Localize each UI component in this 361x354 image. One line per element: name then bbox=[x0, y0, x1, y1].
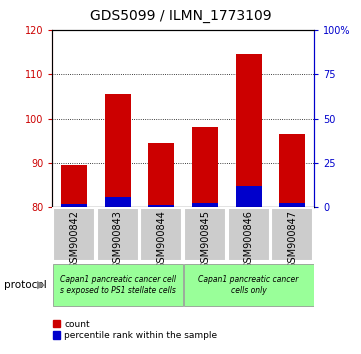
Bar bbox=[148, 205, 174, 207]
Bar bbox=[236, 55, 262, 207]
Text: GSM900842: GSM900842 bbox=[69, 210, 79, 269]
FancyBboxPatch shape bbox=[184, 264, 314, 306]
Text: GSM900846: GSM900846 bbox=[244, 210, 254, 269]
Text: GDS5099 / ILMN_1773109: GDS5099 / ILMN_1773109 bbox=[90, 9, 271, 23]
Text: ▶: ▶ bbox=[37, 280, 46, 290]
Text: GSM900843: GSM900843 bbox=[113, 210, 123, 269]
FancyBboxPatch shape bbox=[271, 208, 313, 261]
Bar bbox=[105, 94, 131, 207]
Text: GSM900845: GSM900845 bbox=[200, 210, 210, 269]
Text: GSM900844: GSM900844 bbox=[156, 210, 166, 269]
Bar bbox=[148, 143, 174, 207]
Bar bbox=[236, 186, 262, 207]
Bar bbox=[279, 134, 305, 207]
Bar bbox=[192, 127, 218, 207]
Bar bbox=[61, 205, 87, 207]
FancyBboxPatch shape bbox=[53, 264, 183, 306]
Bar bbox=[61, 165, 87, 207]
Text: protocol: protocol bbox=[4, 280, 46, 290]
FancyBboxPatch shape bbox=[140, 208, 182, 261]
FancyBboxPatch shape bbox=[228, 208, 270, 261]
FancyBboxPatch shape bbox=[184, 208, 226, 261]
Text: Capan1 pancreatic cancer
cells only: Capan1 pancreatic cancer cells only bbox=[199, 275, 299, 295]
Bar bbox=[105, 198, 131, 207]
Text: Capan1 pancreatic cancer cell
s exposed to PS1 stellate cells: Capan1 pancreatic cancer cell s exposed … bbox=[60, 275, 176, 295]
Text: GSM900847: GSM900847 bbox=[287, 210, 297, 269]
Bar bbox=[192, 202, 218, 207]
Bar bbox=[279, 202, 305, 207]
FancyBboxPatch shape bbox=[53, 208, 95, 261]
Legend: count, percentile rank within the sample: count, percentile rank within the sample bbox=[50, 316, 221, 344]
FancyBboxPatch shape bbox=[97, 208, 139, 261]
